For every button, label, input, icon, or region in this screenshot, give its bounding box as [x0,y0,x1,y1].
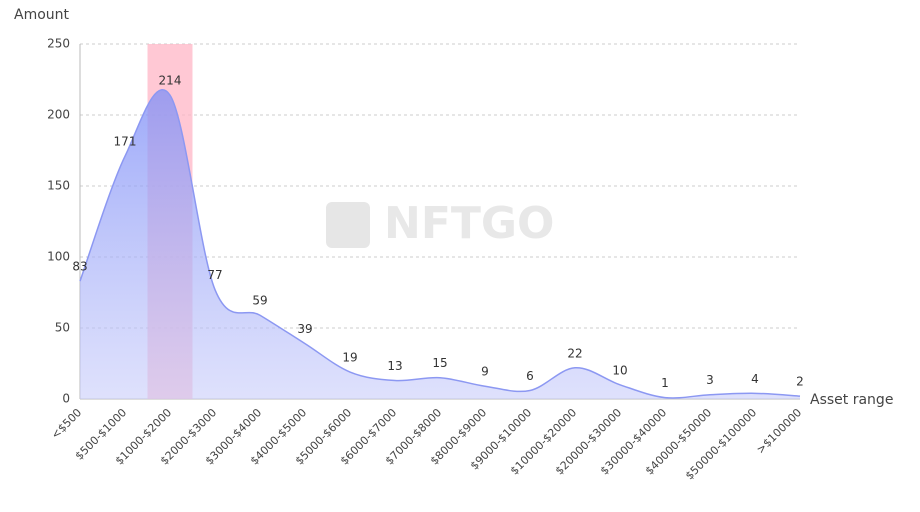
value-label: 4 [751,372,759,386]
value-label: 39 [297,322,312,336]
y-tick-label: 250 [47,37,70,51]
value-label: 214 [159,74,182,88]
value-label: 171 [114,135,137,149]
watermark-text: NFTGO [384,198,554,249]
x-tick-label: >$100000 [754,406,804,456]
value-label: 10 [612,363,627,377]
value-label: 83 [72,260,87,274]
value-label: 22 [567,346,582,360]
value-label: 2 [796,375,804,389]
area [80,89,800,399]
value-label: 19 [342,351,357,365]
value-label: 1 [661,376,669,390]
value-label: 15 [432,356,447,370]
x-tick-label: <$500 [49,406,85,442]
y-tick-label: 0 [62,392,70,406]
watermark-logo [326,202,370,248]
y-axis-label: Amount [14,7,70,23]
line [79,89,801,399]
y-tick-label: 50 [55,321,70,335]
value-label: 59 [252,294,267,308]
y-tick-label: 100 [47,250,70,264]
value-label: 77 [207,268,222,282]
value-label: 9 [481,365,489,379]
y-tick-label: 200 [47,108,70,122]
value-label: 3 [706,373,714,387]
y-tick-label: 150 [47,179,70,193]
value-label: 13 [387,359,402,373]
value-label: 6 [526,369,534,383]
x-axis-label: Asset range [810,392,893,408]
watermark: NFTGO [326,198,554,249]
